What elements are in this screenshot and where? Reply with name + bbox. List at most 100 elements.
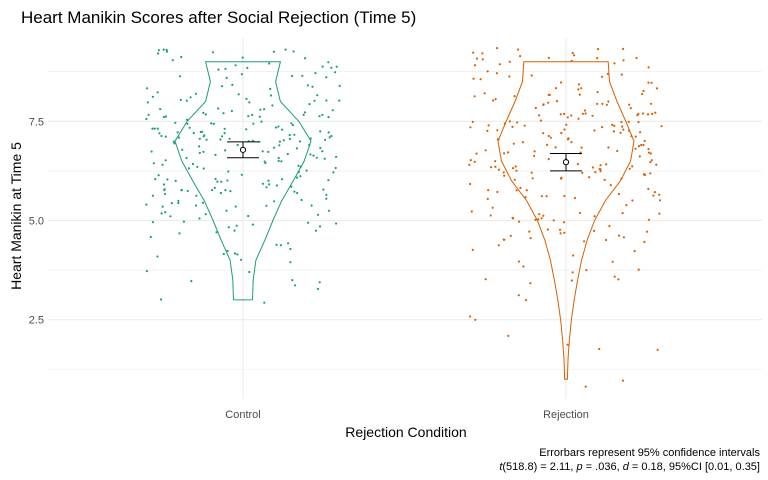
control-point (248, 270, 251, 274)
control-point (145, 203, 148, 206)
control-point (306, 84, 309, 87)
control-point (316, 213, 320, 216)
rejection-point (570, 141, 573, 144)
control-point (277, 125, 280, 128)
rejection-point (566, 116, 569, 119)
control-point (251, 223, 254, 226)
control-point (245, 97, 248, 100)
control-point (146, 87, 149, 90)
rejection-point (641, 92, 644, 96)
rejection-point (599, 170, 602, 173)
rejection-point (511, 125, 514, 128)
control-point (151, 194, 154, 197)
rejection-point (472, 51, 475, 54)
control-point (279, 244, 282, 247)
rejection-point (605, 163, 608, 166)
control-point (316, 287, 320, 290)
control-point (260, 120, 263, 123)
control-point (286, 152, 289, 156)
control-point (261, 182, 264, 185)
control-point (198, 217, 201, 220)
rejection-point (581, 171, 584, 174)
control-point (240, 258, 243, 261)
control-point (145, 270, 148, 273)
rejection-point (497, 244, 500, 247)
control-point (332, 171, 335, 174)
rejection-point (472, 77, 475, 80)
rejection-point (511, 217, 515, 220)
control-point (233, 252, 237, 255)
control-point (185, 99, 188, 102)
rejection-point (580, 146, 583, 149)
control-point (309, 137, 312, 140)
control-point (224, 67, 227, 70)
control-point (217, 107, 220, 110)
rejection-point (578, 211, 582, 215)
rejection-point (471, 248, 474, 251)
rejection-point (660, 125, 663, 128)
control-point (204, 113, 207, 116)
rejection-point (489, 166, 493, 169)
control-point (173, 142, 176, 145)
control-point (309, 153, 312, 156)
rejection-point (609, 184, 612, 187)
rejection-point (528, 230, 531, 233)
rejection-point (560, 177, 563, 180)
control-point (174, 179, 177, 182)
control-point (198, 151, 201, 154)
rejection-point (649, 102, 653, 105)
control-point (198, 145, 201, 148)
rejection-point (576, 163, 580, 166)
rejection-point (643, 173, 646, 177)
rejection-point (634, 135, 637, 138)
control-point (164, 135, 167, 138)
rejection-point (601, 126, 604, 129)
control-point (295, 176, 299, 179)
control-point (177, 199, 180, 202)
control-point (325, 76, 328, 79)
rejection-point (577, 88, 580, 91)
rejection-point (607, 146, 610, 149)
rejection-point (496, 190, 499, 194)
control-point (299, 165, 302, 168)
rejection-point (517, 294, 520, 297)
control-point (192, 131, 195, 135)
rejection-point (637, 112, 640, 115)
rejection-point (647, 151, 651, 154)
rejection-point (621, 379, 625, 382)
rejection-point (570, 114, 573, 117)
rejection-point (637, 268, 640, 271)
rejection-point (598, 347, 601, 351)
control-point (280, 160, 283, 163)
control-point (291, 124, 294, 127)
rejection-point (628, 167, 631, 170)
control-point (310, 204, 313, 207)
rejection-point (604, 238, 608, 242)
control-point (335, 222, 338, 225)
jitter-points (145, 47, 663, 388)
x-axis-title: Rejection Condition (345, 424, 466, 440)
control-point (252, 122, 255, 125)
control-point (214, 153, 217, 156)
control-point (162, 115, 165, 119)
rejection-point (651, 112, 654, 115)
rejection-point (649, 172, 652, 175)
rejection-point (531, 177, 534, 180)
control-point (180, 55, 183, 59)
y-tick-label: 5.0 (29, 215, 44, 227)
rejection-point (537, 218, 540, 221)
control-point (271, 104, 274, 107)
control-point (191, 162, 194, 166)
rejection-point (546, 228, 549, 231)
control-point (319, 146, 322, 150)
rejection-point (486, 129, 489, 132)
control-point (147, 113, 150, 116)
rejection-point (512, 142, 515, 145)
control-point (315, 156, 318, 159)
control-point (277, 156, 280, 160)
control-point (223, 132, 226, 135)
control-point (227, 170, 230, 173)
control-point (170, 202, 173, 205)
rejection-point (650, 81, 653, 84)
rejection-point (599, 164, 602, 167)
